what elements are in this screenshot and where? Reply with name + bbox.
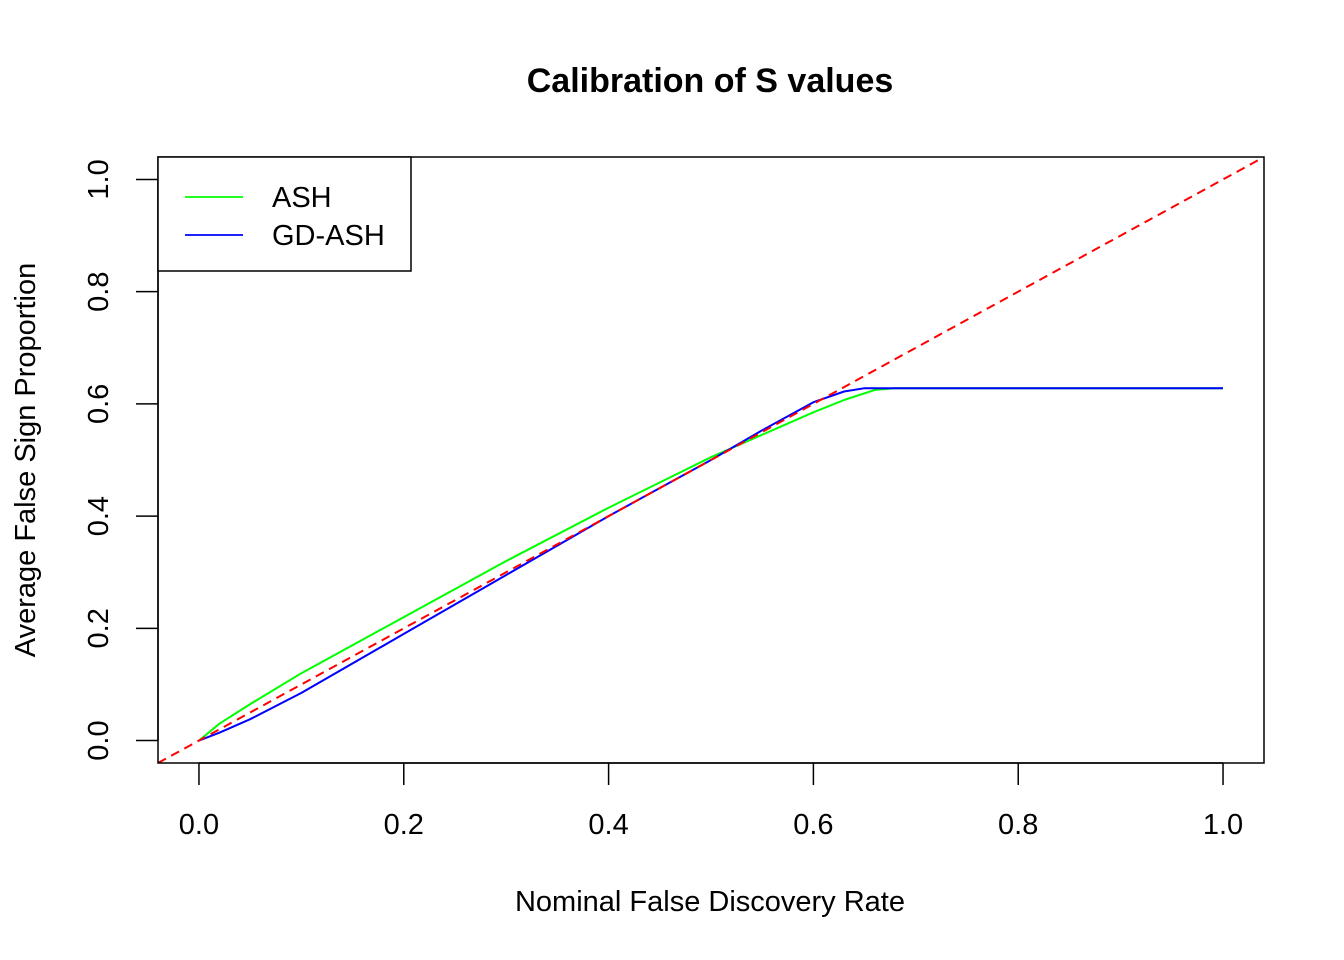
legend-box (157, 156, 412, 272)
x-tick-label: 1.0 (1203, 809, 1243, 841)
series-line-ash (198, 387, 1223, 742)
y-tick-label: 0.4 (83, 496, 115, 536)
y-tick-label: 0.2 (83, 608, 115, 648)
legend: ASH GD-ASH (157, 156, 412, 272)
y-axis-label: Average False Sign Proportion (10, 263, 42, 657)
x-axis-label: Nominal False Discovery Rate (515, 886, 905, 918)
x-tick-label: 0.0 (179, 809, 219, 841)
reference-line-identity (158, 157, 1264, 763)
legend-label-ash: ASH (272, 182, 332, 214)
y-tick-label: 1.0 (83, 159, 115, 199)
x-tick-label: 0.4 (588, 809, 628, 841)
y-axis: 0.0 0.2 0.4 0.6 0.8 1.0 (83, 159, 159, 761)
y-tick-label: 0.0 (83, 720, 115, 760)
x-axis: 0.0 0.2 0.4 0.6 0.8 1.0 (179, 762, 1243, 841)
series-line-gd-ash (198, 387, 1223, 742)
legend-label-gd-ash: GD-ASH (272, 220, 385, 252)
y-tick-label: 0.8 (83, 272, 115, 312)
x-tick-label: 0.6 (793, 809, 833, 841)
chart-title: Calibration of S values (527, 62, 894, 100)
x-tick-label: 0.2 (384, 809, 424, 841)
y-tick-label: 0.6 (83, 384, 115, 424)
x-tick-label: 0.8 (998, 809, 1038, 841)
